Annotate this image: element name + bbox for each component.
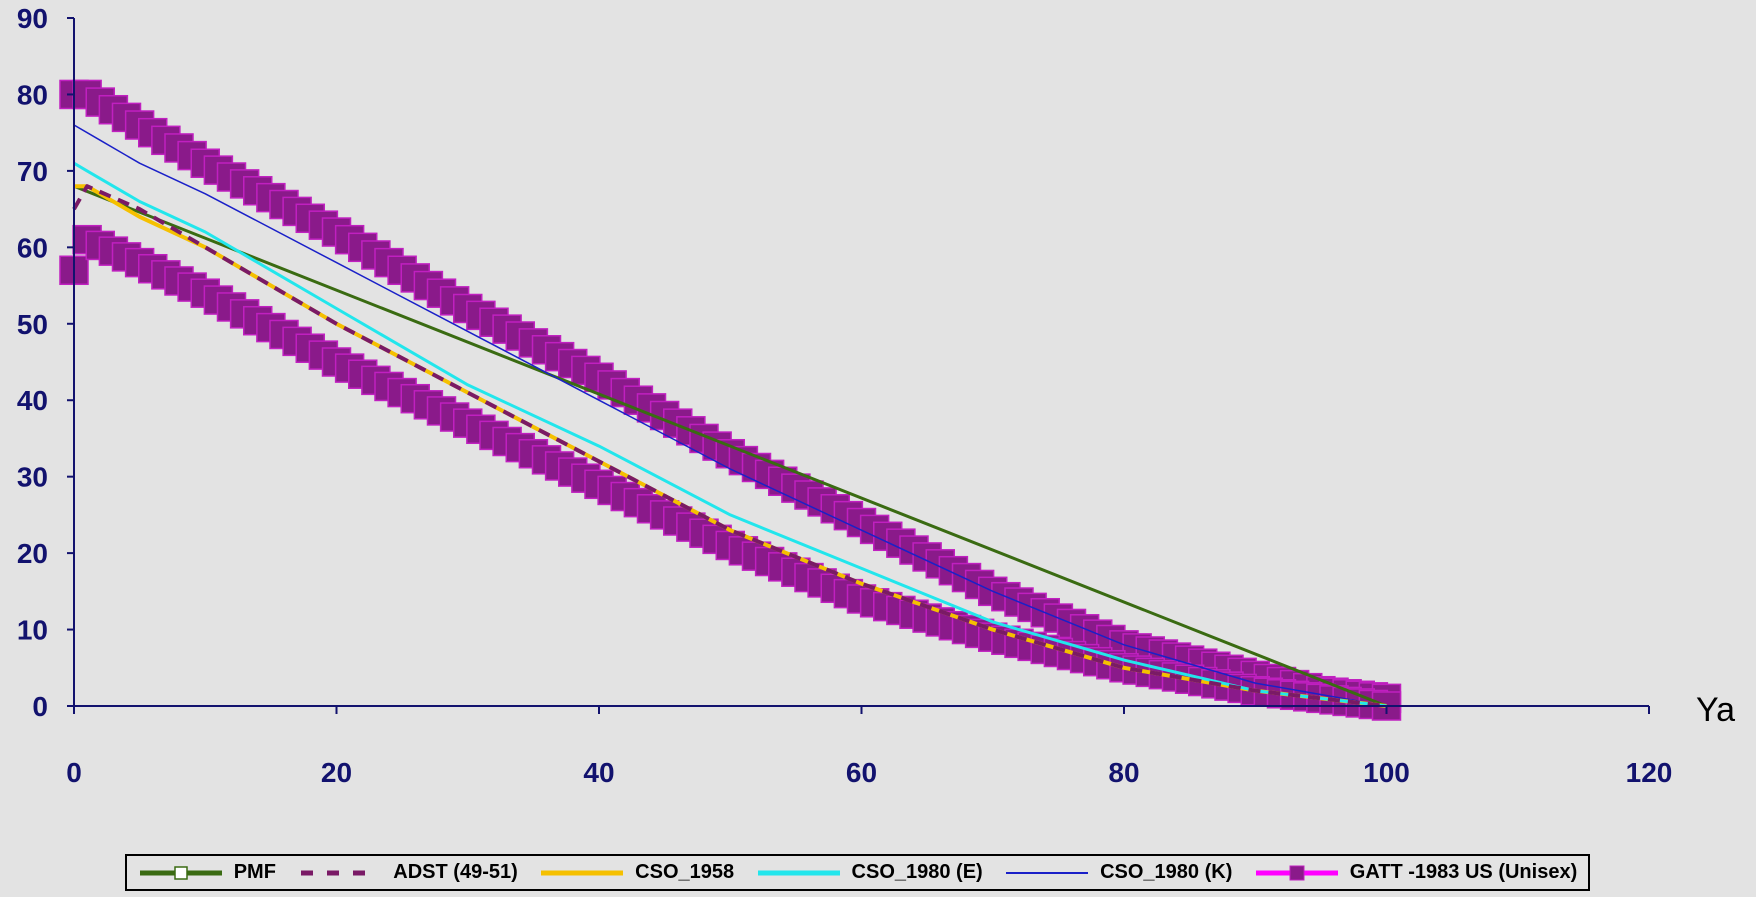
y-tick-label: 0 — [32, 691, 48, 722]
series-line — [73, 124, 1387, 707]
legend-swatch — [541, 870, 624, 875]
series-cso-1980-e — [73, 161, 1387, 708]
x-tick-label: 40 — [583, 757, 614, 788]
y-tick-label: 70 — [17, 156, 48, 187]
y-tick-label: 40 — [17, 385, 48, 416]
legend-swatch — [301, 870, 380, 875]
legend-swatch — [1006, 871, 1089, 874]
legend-label: GATT -1983 US (Unisex) — [1349, 861, 1578, 883]
series-line — [73, 184, 1388, 708]
legend-item: PMF — [138, 861, 276, 884]
x-tick-label: 60 — [846, 757, 877, 788]
y-tick-label: 20 — [17, 538, 48, 569]
legend-item: GATT -1983 US (Unisex) — [1254, 861, 1577, 884]
y-tick-label: 60 — [17, 232, 48, 263]
legend-item: CSO_1980 (K) — [1004, 861, 1232, 884]
series-adst-49-51 — [72, 184, 1387, 708]
legend-swatch — [757, 870, 840, 875]
legend-swatch — [1255, 865, 1338, 880]
series-pmf — [73, 184, 1388, 708]
legend-label: PMF — [233, 861, 276, 883]
series-layer — [59, 79, 1402, 721]
x-tick-label: 120 — [1626, 757, 1673, 788]
legend-label: CSO_1980 (K) — [1100, 861, 1233, 883]
x-tick-label: 100 — [1363, 757, 1410, 788]
series-cso-1980-k — [73, 124, 1387, 707]
y-tick-label: 90 — [17, 3, 48, 34]
legend-swatch — [139, 865, 222, 880]
x-tick-label: 80 — [1108, 757, 1139, 788]
legend-item: ADST (49-51) — [297, 861, 518, 884]
x-tick-label: 20 — [321, 757, 352, 788]
legend-item: CSO_1980 (E) — [756, 861, 983, 884]
legend: PMF ADST (49-51) CSO_1958 CSO_1980 (E) CSO_1… — [125, 854, 1590, 891]
x-axis-title: Ya — [1696, 691, 1735, 729]
series-line — [73, 161, 1387, 708]
x-tick-label: 0 — [66, 757, 82, 788]
legend-item: CSO_1958 — [539, 861, 734, 884]
series-line — [72, 184, 1387, 708]
legend-label: CSO_1958 — [635, 861, 735, 883]
legend-label: ADST (49-51) — [393, 861, 518, 883]
y-tick-label: 50 — [17, 309, 48, 340]
series-gatt-1983-us-unisex — [59, 79, 1402, 714]
legend-label: CSO_1980 (E) — [851, 861, 983, 883]
axes-layer: 0 10 20 30 40 50 60 70 80 90 0 20 40 60 80 100 120 — [17, 3, 1673, 788]
y-tick-label: 30 — [17, 462, 48, 493]
y-tick-label: 10 — [17, 615, 48, 646]
y-tick-label: 80 — [17, 79, 48, 110]
